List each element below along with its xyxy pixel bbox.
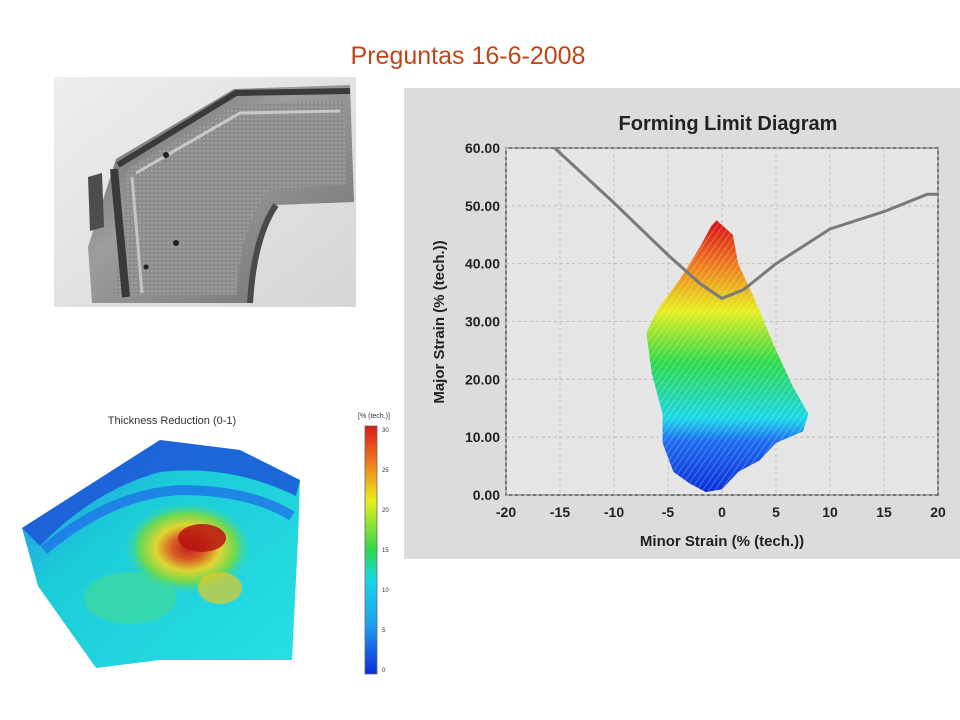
slide-title: Preguntas 16-6-2008: [350, 42, 586, 70]
fld-plot: Forming Limit Diagram -20 -15 -10 -5 0 5 10 15 2…: [431, 113, 946, 550]
fld-x-tick: 0: [718, 504, 726, 520]
colorbar: [364, 425, 378, 675]
thickness-title: Thickness Reduction (0-1): [108, 415, 236, 427]
thickness-reduction-plot: Thickness Reduction (0-1) [% (tech.)] 30…: [10, 398, 402, 690]
fld-x-tick: -10: [604, 504, 624, 520]
colorbar-tick: 20: [382, 508, 389, 514]
colorbar-tick: 0: [382, 668, 386, 674]
colorbar-tick: 30: [382, 428, 389, 434]
stamped-part-icon: [54, 77, 356, 307]
fld-x-tick: -20: [496, 504, 516, 520]
fld-y-tick: 20.00: [465, 371, 500, 387]
fld-x-tick: 15: [876, 504, 892, 520]
fld-x-tick: 20: [930, 504, 946, 520]
fld-y-tick: 60.00: [465, 140, 500, 156]
colorbar-tick: 15: [382, 548, 389, 554]
forming-limit-curve: [553, 146, 938, 301]
fld-xlabel: Minor Strain (% (tech.)): [640, 533, 804, 550]
thickness-plot: Thickness Reduction (0-1) [% (tech.)] 30…: [22, 413, 390, 675]
fld-x-tick: 10: [822, 504, 838, 520]
fld-x-tick: -15: [550, 504, 570, 520]
colorbar-tick: 10: [382, 588, 389, 594]
fld-point-cloud-texture: [646, 220, 809, 493]
fld-y-tick: 0.00: [473, 487, 500, 503]
colorbar-tick: 25: [382, 468, 389, 474]
fld-y-tick: 10.00: [465, 429, 500, 445]
colorbar-tick: 5: [382, 628, 386, 634]
colorbar-title: [% (tech.)]: [358, 413, 390, 420]
part-photo: [54, 77, 356, 307]
fld-x-tick: -5: [662, 504, 675, 520]
fld-y-tick: 40.00: [465, 256, 500, 272]
fld-x-tick: 5: [772, 504, 780, 520]
fld-ylabel: Major Strain (% (tech.)): [431, 240, 448, 403]
fld-y-tick: 50.00: [465, 198, 500, 214]
fld-y-tick: 30.00: [465, 314, 500, 330]
fld-title: Forming Limit Diagram: [619, 113, 838, 135]
forming-limit-diagram: Forming Limit Diagram -20 -15 -10 -5 0 5 10 15 2…: [404, 88, 960, 559]
